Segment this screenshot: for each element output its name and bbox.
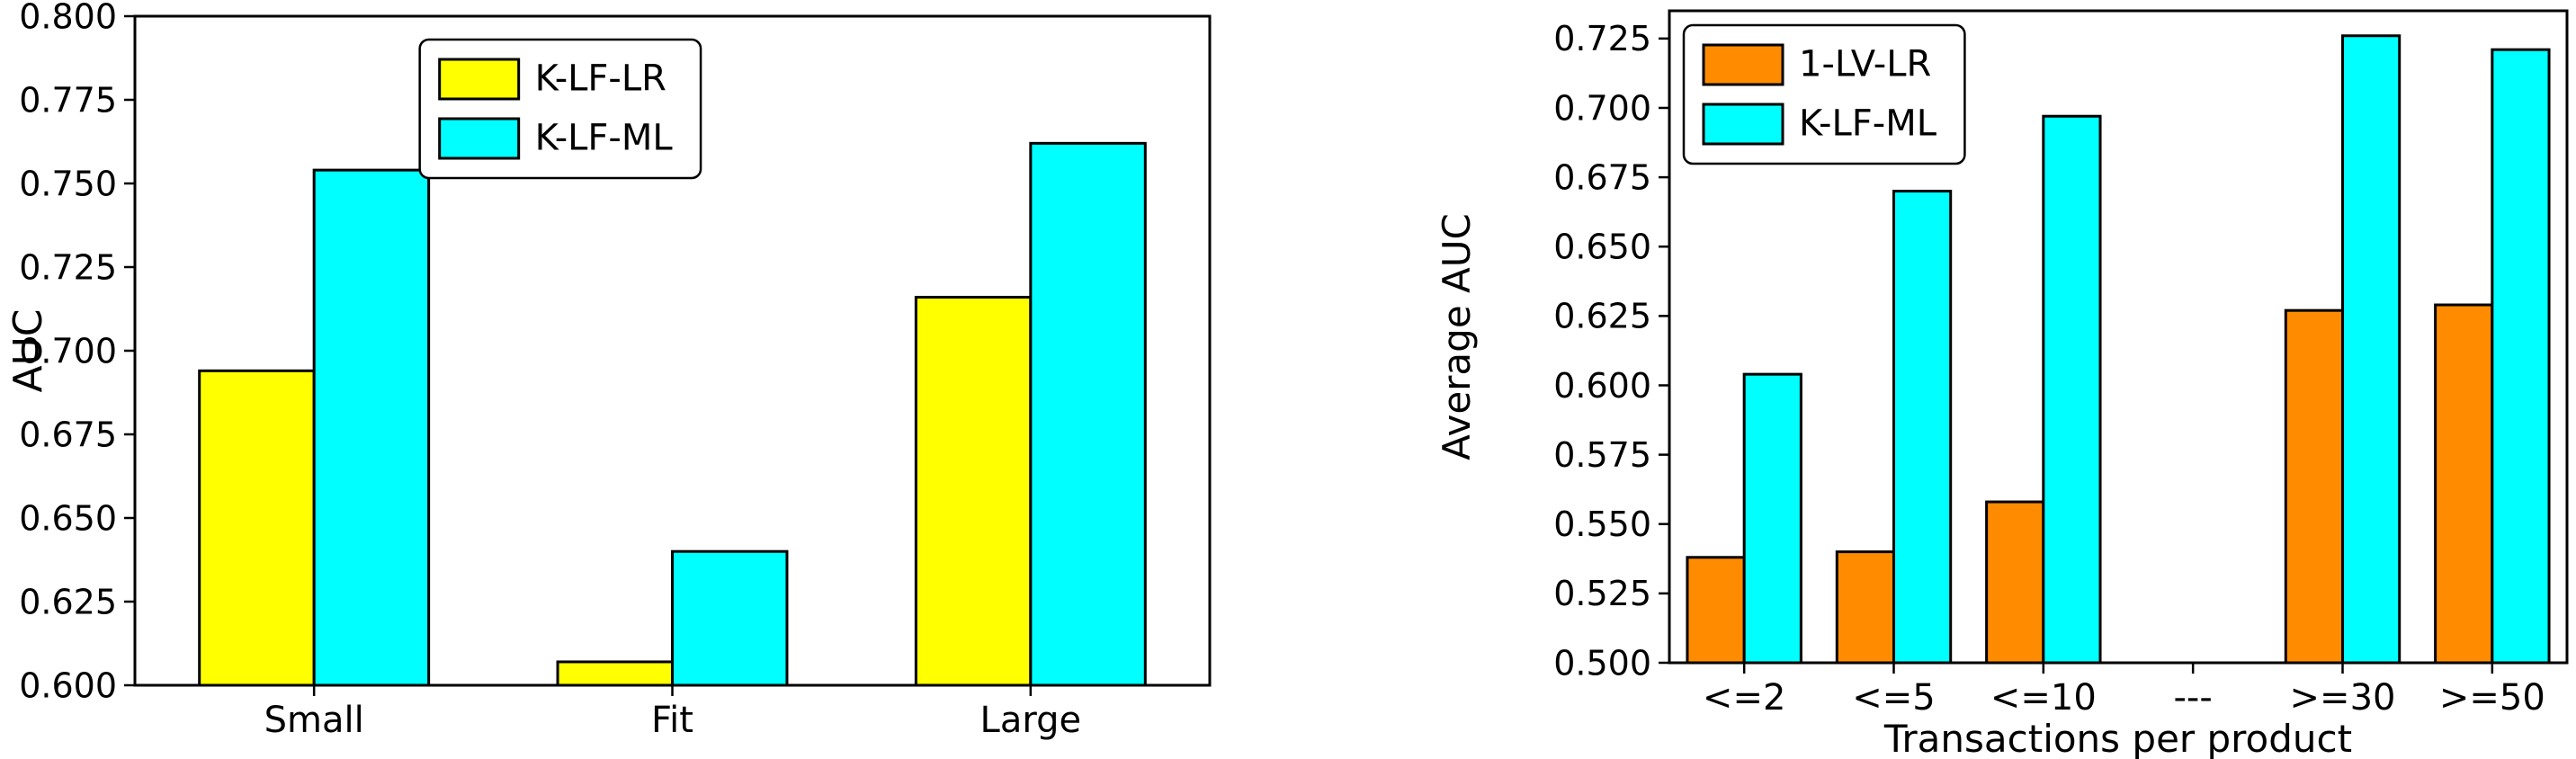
- y-tick-label: 0.675: [1553, 157, 1651, 197]
- bar-K-LF-ML-Small: [312, 168, 431, 687]
- bar-1-LV-LR->=30: [2284, 308, 2344, 665]
- y-tick-label: 0.600: [19, 665, 117, 705]
- auc-by-transactions-chart: 0.500 0.525 0.550 0.575 0.600 0.625 0.650 0.675…: [1407, 0, 2576, 759]
- bar-K-LF-LR-Small: [198, 369, 316, 687]
- legend-swatch-K-LF-LR: [438, 58, 521, 101]
- bar-1-LV-LR-<=2: [1686, 556, 1746, 665]
- legend: K-LF-LR K-LF-ML: [418, 38, 702, 180]
- y-axis-label: Average AUC: [1435, 213, 1479, 460]
- legend-label: K-LF-ML: [1799, 103, 1937, 144]
- x-tick-label: <=5: [1852, 677, 1935, 719]
- bar-1-LV-LR->=50: [2434, 303, 2494, 665]
- bar-K-LF-ML->=30: [2341, 34, 2402, 665]
- legend-label: K-LF-ML: [535, 117, 674, 158]
- auc-by-size-chart-canvas: 0.600 0.625 0.650 0.675 0.700 0.725 0.750 0.775…: [5, 0, 1212, 741]
- y-tick-label: 0.775: [19, 80, 117, 120]
- x-tick-label: >=30: [2290, 677, 2396, 719]
- legend-label: K-LF-LR: [535, 58, 666, 99]
- bar-K-LF-ML-Fit: [671, 549, 789, 687]
- legend-swatch-K-LF-ML: [438, 117, 521, 160]
- bar-K-LF-LR-Fit: [556, 660, 674, 687]
- bar-K-LF-ML-<=5: [1892, 190, 1953, 665]
- y-tick-label: 0.575: [1553, 435, 1651, 475]
- y-tick-label: 0.625: [1553, 297, 1651, 336]
- x-tick-label: <=10: [1990, 677, 2097, 719]
- y-tick-label: 0.625: [19, 582, 117, 621]
- y-tick-label: 0.525: [1553, 574, 1651, 613]
- x-tick-label: Small: [264, 700, 364, 741]
- legend-swatch-1-LV-LR: [1702, 43, 1784, 86]
- bar-K-LF-ML->=50: [2491, 48, 2551, 665]
- bar-K-LF-ML-<=10: [2042, 114, 2102, 665]
- y-tick-label: 0.725: [1553, 19, 1651, 58]
- y-tick-label: 0.725: [19, 247, 117, 287]
- x-axis-label: Transactions per product: [1883, 717, 2352, 759]
- y-tick-label: 0.650: [19, 498, 117, 538]
- y-tick-label: 0.700: [19, 331, 117, 371]
- bar-K-LF-ML-Large: [1029, 141, 1147, 687]
- y-tick-label: 0.800: [19, 0, 117, 36]
- y-axis-label: AUC: [5, 308, 51, 392]
- x-tick-label: >=50: [2439, 677, 2545, 719]
- y-tick-label: 0.750: [19, 164, 117, 203]
- bar-1-LV-LR-<=10: [1985, 500, 2045, 665]
- legend: 1-LV-LR K-LF-ML: [1682, 23, 1966, 165]
- x-tick-label: Fit: [651, 700, 693, 741]
- y-tick-label: 0.600: [1553, 366, 1651, 406]
- x-tick-label: <=2: [1703, 677, 1785, 719]
- legend-swatch-K-LF-ML: [1702, 103, 1784, 146]
- y-tick-label: 0.650: [1553, 228, 1651, 267]
- plot-border: [1668, 9, 2569, 665]
- auc-by-size-chart: 0.600 0.625 0.650 0.675 0.700 0.725 0.750 0.775…: [0, 0, 1277, 759]
- plot-border: [133, 14, 1212, 687]
- bar-K-LF-LR-Large: [914, 295, 1033, 687]
- x-tick-label: ---: [2174, 677, 2213, 719]
- y-tick-label: 0.500: [1553, 643, 1651, 683]
- y-tick-label: 0.675: [19, 415, 117, 454]
- y-tick-label: 0.550: [1553, 505, 1651, 544]
- bar-1-LV-LR-<=5: [1835, 550, 1895, 665]
- bar-K-LF-ML-<=2: [1742, 372, 1802, 665]
- auc-by-transactions-chart-canvas: 0.500 0.525 0.550 0.575 0.600 0.625 0.650 0.675…: [1435, 9, 2569, 759]
- legend-label: 1-LV-LR: [1799, 43, 1931, 85]
- y-tick-label: 0.700: [1553, 88, 1651, 128]
- x-tick-label: Large: [980, 700, 1082, 741]
